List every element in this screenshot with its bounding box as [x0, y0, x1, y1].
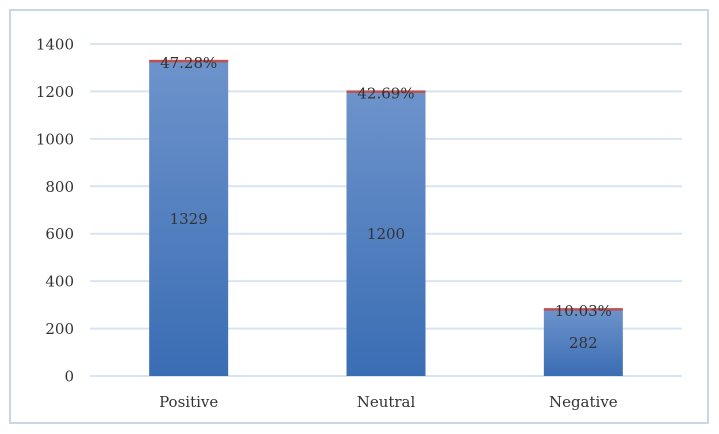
bar-cap-positive: [149, 59, 229, 63]
x-tick-label: Negative: [549, 393, 618, 411]
x-axis-ticks: Positive Neutral Negative: [159, 393, 618, 411]
bar-value-label: 1200: [367, 225, 405, 243]
bar-neutral: [346, 91, 426, 376]
x-tick-label: Neutral: [357, 393, 416, 411]
bar-percent-label: 47.28%: [160, 54, 217, 72]
bar-negative: [543, 309, 623, 376]
bar-value-label: 282: [569, 334, 598, 352]
y-tick-label: 800: [45, 178, 74, 196]
y-tick-label: 1000: [36, 130, 74, 148]
bars: 1329 47.28% 1200 42.69% 282 10.03%: [149, 54, 623, 376]
y-tick-label: 400: [45, 273, 74, 291]
y-tick-label: 200: [45, 320, 74, 338]
bar-percent-label: 42.69%: [357, 84, 414, 102]
y-tick-label: 1400: [36, 36, 74, 54]
bar-percent-label: 10.03%: [555, 302, 612, 320]
y-tick-label: 1200: [36, 83, 74, 101]
bar-value-label: 1329: [170, 210, 208, 228]
bar-cap-neutral: [346, 90, 426, 93]
y-tick-label: 0: [64, 368, 74, 386]
y-axis-ticks: 0 200 400 600 800 1000 1200 1400: [36, 36, 74, 386]
y-tick-label: 600: [45, 225, 74, 243]
x-tick-label: Positive: [159, 393, 218, 411]
bar-cap-negative: [543, 308, 623, 311]
bar-positive: [149, 60, 229, 376]
